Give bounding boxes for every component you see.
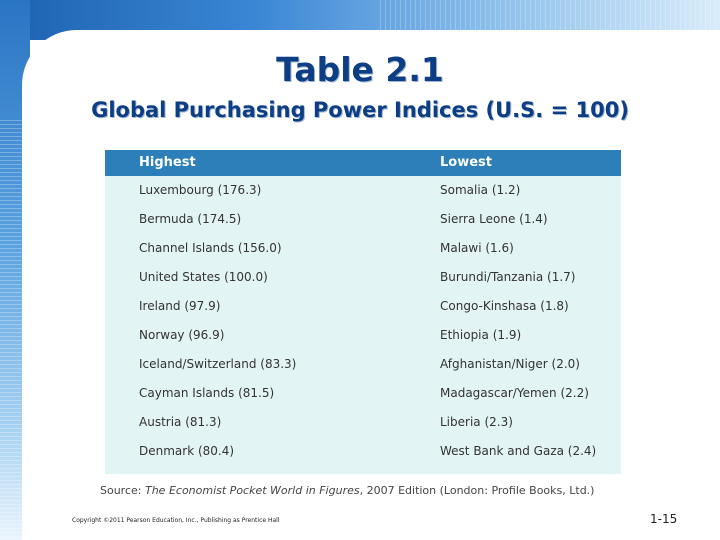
slide-subtitle: Global Purchasing Power Indices (U.S. = … [91,98,629,122]
source-prefix: Source: [100,484,145,497]
header-highest: Highest [139,155,196,170]
table-row: United States (100.0) Burundi/Tanzania (… [105,263,621,292]
table-row: Denmark (80.4) West Bank and Gaza (2.4) [105,437,621,466]
cell-highest: Austria (81.3) [139,415,222,429]
table-row: Ireland (97.9) Congo-Kinshasa (1.8) [105,292,621,321]
table-row: Luxembourg (176.3) Somalia (1.2) [105,176,621,205]
cell-lowest: Afghanistan/Niger (2.0) [440,357,580,371]
cell-lowest: Burundi/Tanzania (1.7) [440,270,576,284]
slide-page-number: 1-15 [650,512,678,526]
table-row: Iceland/Switzerland (83.3) Afghanistan/N… [105,350,621,379]
purchasing-power-table: Highest Lowest Luxembourg (176.3) Somali… [105,150,621,474]
cell-lowest: West Bank and Gaza (2.4) [440,444,597,458]
copyright-notice: Copyright ©2011 Pearson Education, Inc.,… [72,517,280,524]
table-body: Luxembourg (176.3) Somalia (1.2) Bermuda… [105,176,621,466]
cell-lowest: Congo-Kinshasa (1.8) [440,299,569,313]
cell-highest: Cayman Islands (81.5) [139,386,275,400]
table-row: Bermuda (174.5) Sierra Leone (1.4) [105,205,621,234]
source-publication-title: The Economist Pocket World in Figures [144,484,360,497]
cell-highest: United States (100.0) [139,270,268,284]
table-row: Norway (96.9) Ethiopia (1.9) [105,321,621,350]
cell-highest: Ireland (97.9) [139,299,221,313]
cell-lowest: Malawi (1.6) [440,241,514,255]
cell-lowest: Ethiopia (1.9) [440,328,522,342]
cell-highest: Channel Islands (156.0) [139,241,282,255]
cell-highest: Iceland/Switzerland (83.3) [139,357,297,371]
table-header: Highest Lowest [105,150,621,176]
cell-lowest: Somalia (1.2) [440,183,521,197]
source-suffix: , 2007 Edition (London: Profile Books, L… [359,484,595,497]
cell-highest: Denmark (80.4) [139,444,235,458]
cell-highest: Norway (96.9) [139,328,225,342]
cell-lowest: Liberia (2.3) [440,415,513,429]
header-lowest: Lowest [440,155,492,170]
cell-highest: Luxembourg (176.3) [139,183,262,197]
cell-lowest: Madagascar/Yemen (2.2) [440,386,589,400]
table-row: Channel Islands (156.0) Malawi (1.6) [105,234,621,263]
table-row: Cayman Islands (81.5) Madagascar/Yemen (… [105,379,621,408]
cell-highest: Bermuda (174.5) [139,212,242,226]
cell-lowest: Sierra Leone (1.4) [440,212,548,226]
table-source-note: Source: The Economist Pocket World in Fi… [100,484,660,497]
slide-title: Table 2.1 [276,50,444,89]
table-row: Austria (81.3) Liberia (2.3) [105,408,621,437]
